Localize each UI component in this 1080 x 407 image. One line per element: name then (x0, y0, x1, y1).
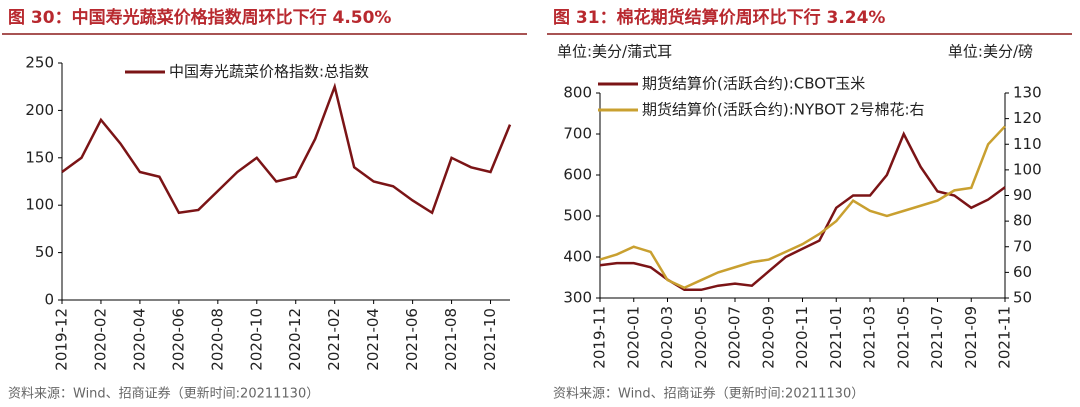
source: 资料来源：Wind、招商证券（更新时间:20211130） (8, 386, 319, 402)
y-tick-label: 50 (35, 243, 54, 261)
y-tick-label: 400 (563, 248, 592, 266)
x-tick-label: 2021-05 (894, 306, 912, 369)
x-tick-label: 2021-08 (442, 308, 460, 371)
x-tick-label: 2021-07 (928, 306, 946, 369)
y-tick-label: 700 (563, 125, 592, 143)
x-tick-label: 2021-11 (996, 306, 1014, 369)
x-tick-label: 2021-10 (481, 308, 499, 371)
chart-title: 图 31：棉花期货结算价周环比下行 3.24% (553, 7, 885, 28)
legend-label: 期货结算价(活跃合约):CBOT玉米 (642, 75, 865, 93)
series-line (599, 125, 1006, 290)
x-tick-label: 2021-06 (403, 308, 421, 371)
y2-tick-label: 80 (1013, 212, 1032, 230)
y-tick-label: 0 (44, 291, 54, 309)
y2-tick-label: 60 (1013, 263, 1032, 281)
x-tick-label: 2020-06 (169, 308, 187, 371)
y-tick-label: 100 (25, 196, 54, 214)
y-tick-label: 800 (563, 84, 592, 102)
y-tick-label: 200 (25, 101, 54, 119)
x-tick-label: 2019-11 (591, 306, 609, 369)
y2-tick-label: 100 (1013, 160, 1042, 178)
x-tick-label: 2020-09 (759, 306, 777, 369)
x-tick-label: 2021-03 (861, 306, 879, 369)
x-tick-label: 2019-12 (53, 308, 71, 371)
y2-tick-label: 50 (1013, 289, 1032, 307)
x-tick-label: 2020-01 (624, 306, 642, 369)
x-tick-label: 2020-10 (247, 308, 265, 371)
legend-label: 期货结算价(活跃合约):NYBOT 2号棉花:右 (642, 101, 925, 119)
x-tick-label: 2021-02 (325, 308, 343, 371)
x-tick-label: 2020-07 (726, 306, 744, 369)
x-tick-label: 2020-03 (658, 306, 676, 369)
x-tick-label: 2021-04 (364, 308, 382, 371)
y-tick-label: 600 (563, 166, 592, 184)
x-tick-label: 2021-01 (827, 306, 845, 369)
x-tick-label: 2020-04 (130, 308, 148, 371)
y2-tick-label: 130 (1013, 84, 1042, 102)
y-tick-label: 500 (563, 207, 592, 225)
chart-title: 图 30：中国寿光蔬菜价格指数周环比下行 4.50% (8, 7, 391, 28)
x-tick-label: 2021-09 (962, 306, 980, 369)
source: 资料来源：Wind、招商证券（更新时间:20211130） (553, 386, 864, 402)
x-tick-label: 2020-05 (692, 306, 710, 369)
legend-label: 中国寿光蔬菜价格指数:总指数 (169, 63, 369, 81)
x-tick-label: 2020-11 (793, 306, 811, 369)
y-tick-label: 250 (25, 54, 54, 72)
x-tick-label: 2020-02 (91, 308, 109, 371)
y-tick-label: 150 (25, 148, 54, 166)
y2-tick-label: 70 (1013, 237, 1032, 255)
y2-tick-label: 90 (1013, 186, 1032, 204)
y2-tick-label: 120 (1013, 109, 1042, 127)
x-tick-label: 2020-12 (286, 308, 304, 371)
y-unit: 单位:美分/蒲式耳 (557, 43, 672, 61)
y-tick-label: 300 (563, 289, 592, 307)
series-line (61, 82, 512, 215)
x-tick-label: 2020-08 (208, 308, 226, 371)
y2-tick-label: 110 (1013, 135, 1042, 153)
y2-unit: 单位:美分/磅 (948, 43, 1033, 61)
